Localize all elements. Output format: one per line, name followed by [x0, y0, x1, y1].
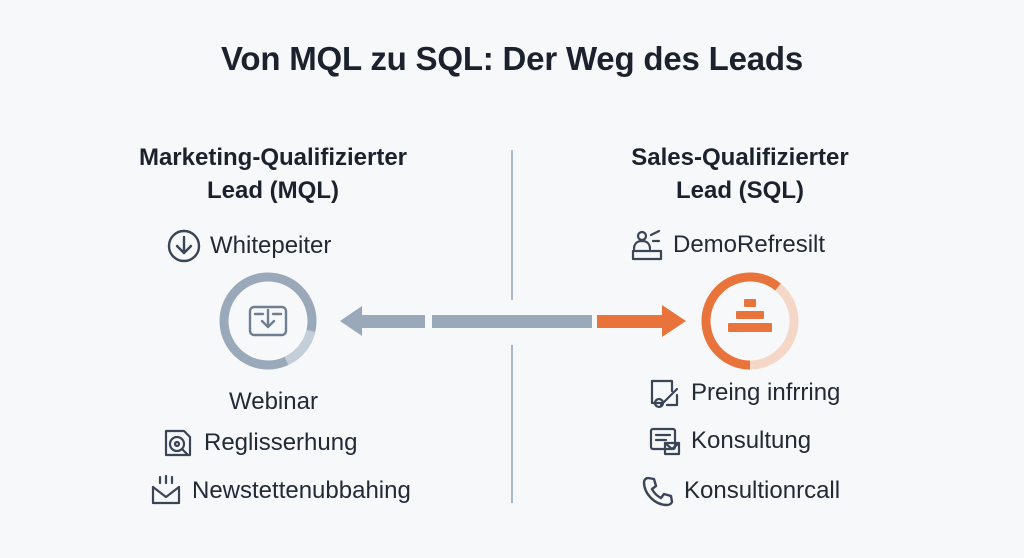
middle-arrow-shaft — [432, 315, 592, 328]
mql-item-newsletter: Newstettenubbahing — [146, 471, 411, 511]
sql-item-consulting: Konsultung — [645, 421, 811, 461]
sql-item-label: Konsultionrcall — [684, 477, 841, 504]
email-card-icon — [645, 421, 685, 461]
sql-item-label: Konsultung — [691, 427, 812, 454]
mql-hub — [219, 272, 317, 370]
inbox-download-icon — [248, 305, 288, 337]
mql-heading-line2: Lead (MQL) — [207, 177, 339, 204]
sql-heading-line1: Sales-Qualifizierter — [631, 144, 849, 171]
download-circle-icon — [164, 226, 204, 266]
page-title: Von MQL zu SQL: Der Weg des Leads — [221, 40, 803, 77]
center-divider-bottom — [511, 345, 513, 503]
flow-arrow — [340, 305, 686, 337]
sql-item-demo: DemoRefresilt — [627, 225, 825, 265]
sql-item-pricing: Preing infrring — [645, 373, 840, 413]
sql-item-label: DemoRefresilt — [673, 231, 826, 258]
pyramid-icon — [728, 299, 772, 332]
mql-heading-line1: Marketing-Qualifizierter — [138, 144, 408, 171]
sql-hub — [701, 272, 799, 370]
mail-inbox-icon — [146, 471, 186, 511]
sql-item-label: Preing infrring — [691, 379, 841, 406]
disc-document-icon — [158, 423, 198, 463]
tag-document-icon — [645, 373, 685, 413]
center-divider-top — [511, 150, 513, 300]
mql-item-registration: Reglisserhung — [158, 423, 357, 463]
mql-item-label: Reglisserhung — [204, 429, 358, 456]
mql-item-webinar: Webinar — [229, 388, 318, 415]
mql-item-label: Whitepeiter — [210, 232, 332, 259]
sql-heading: Sales-Qualifizierter Lead (SQL) — [580, 141, 900, 207]
left-arrowhead — [340, 306, 362, 336]
sql-heading-line2: Lead (SQL) — [675, 177, 804, 204]
mql-heading: Marketing-Qualifizierter Lead (MQL) — [108, 141, 438, 207]
left-arrow-shaft — [360, 315, 425, 328]
presenter-icon — [627, 225, 667, 265]
mql-item-whitepaper: Whitepeiter — [164, 226, 331, 266]
right-arrowhead — [662, 305, 686, 337]
sql-item-call: Konsultionrcall — [638, 471, 840, 511]
phone-icon — [638, 471, 678, 511]
mql-item-label: Newstettenubbahing — [192, 477, 411, 504]
right-arrow-shaft — [597, 315, 665, 328]
